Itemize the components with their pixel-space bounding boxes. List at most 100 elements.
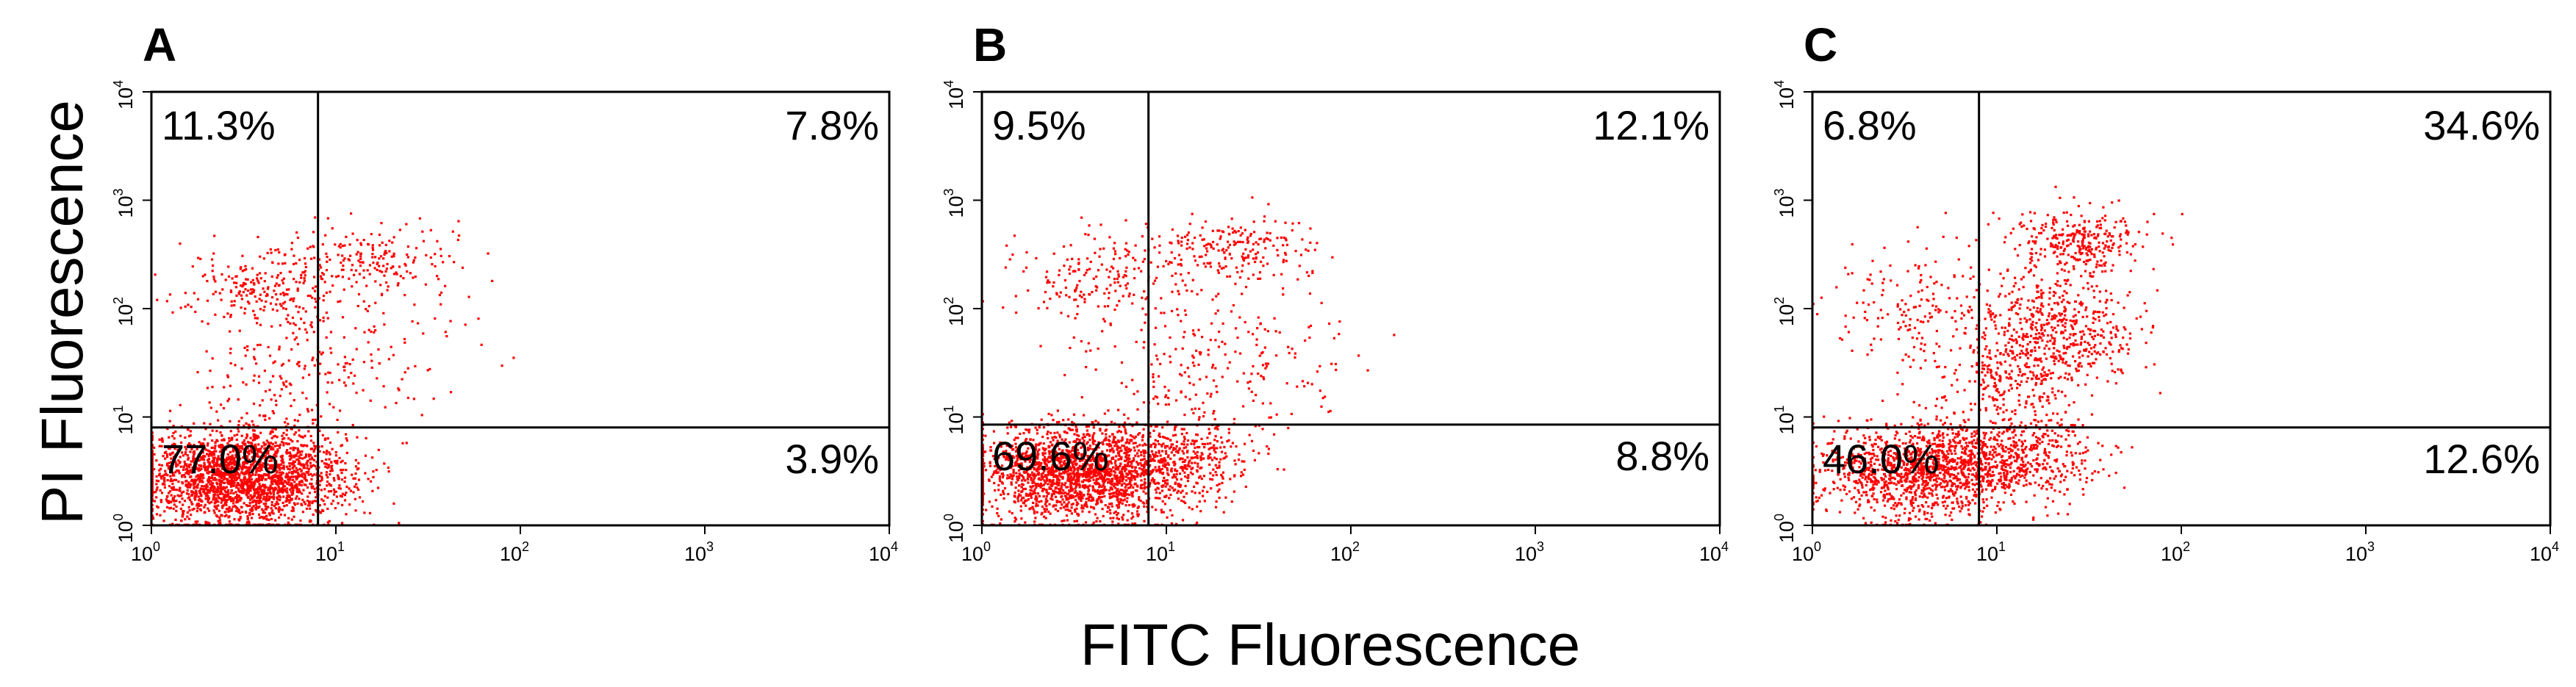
scatter-point <box>201 445 204 447</box>
scatter-point <box>286 293 289 296</box>
scatter-point <box>1034 474 1037 477</box>
scatter-point <box>1024 521 1027 524</box>
scatter-point <box>255 467 258 470</box>
scatter-point <box>298 497 301 500</box>
scatter-point <box>256 461 259 464</box>
scatter-point <box>252 402 256 406</box>
scatter-point <box>1181 457 1184 460</box>
scatter-point <box>1108 439 1111 442</box>
scatter-point <box>216 483 219 486</box>
scatter-point <box>175 462 178 465</box>
scatter-point <box>219 470 222 473</box>
scatter-point <box>298 434 301 437</box>
scatter-point <box>171 311 174 314</box>
scatter-point <box>295 305 298 308</box>
scatter-point <box>169 475 172 478</box>
scatter-point <box>352 491 355 494</box>
scatter-point <box>1022 452 1025 455</box>
scatter-point <box>1077 497 1080 500</box>
scatter-point <box>1152 429 1155 432</box>
scatter-point <box>168 501 171 504</box>
scatter-point <box>231 277 234 280</box>
scatter-point <box>1024 439 1027 442</box>
scatter-point <box>1203 442 1206 446</box>
scatter-point <box>331 227 334 230</box>
scatter-point <box>216 461 219 464</box>
scatter-point <box>208 462 211 465</box>
scatter-point <box>220 403 223 406</box>
scatter-point <box>1150 479 1153 482</box>
scatter-point <box>292 492 295 495</box>
y-tick-label: 101 <box>111 405 137 434</box>
scatter-point <box>278 348 281 350</box>
scatter-point <box>203 458 206 461</box>
scatter-point <box>1034 426 1037 429</box>
scatter-point <box>1087 479 1090 482</box>
scatter-point <box>280 377 283 380</box>
scatter-point <box>325 473 328 476</box>
scatter-point <box>313 487 316 490</box>
scatter-point <box>288 465 291 468</box>
scatter-point <box>169 466 172 469</box>
scatter-point <box>1107 474 1110 477</box>
scatter-point <box>194 520 197 523</box>
scatter-point <box>259 343 262 346</box>
scatter-point <box>1025 450 1028 453</box>
scatter-point <box>1052 473 1055 476</box>
scatter-point <box>1137 455 1140 458</box>
scatter-point <box>290 491 293 494</box>
scatter-point <box>238 290 241 293</box>
scatter-point <box>1186 450 1189 453</box>
scatter-point <box>1033 459 1036 462</box>
scatter-point <box>1052 483 1055 486</box>
scatter-point <box>265 457 268 460</box>
scatter-point <box>171 451 174 454</box>
scatter-point <box>251 278 254 281</box>
scatter-point <box>229 420 232 422</box>
scatter-point <box>1062 419 1065 422</box>
scatter-point <box>1041 453 1044 456</box>
scatter-point <box>294 497 298 500</box>
scatter-point <box>1115 475 1118 478</box>
scatter-point <box>232 497 235 500</box>
scatter-point <box>1036 511 1038 514</box>
scatter-point <box>1016 458 1019 461</box>
scatter-point <box>184 464 187 467</box>
scatter-point <box>230 481 233 484</box>
scatter-point <box>235 498 238 501</box>
scatter-point <box>1165 452 1168 455</box>
scatter-point <box>1126 497 1129 500</box>
scatter-point <box>276 492 279 494</box>
scatter-point <box>204 511 207 514</box>
y-tick-label: 102 <box>111 297 137 326</box>
scatter-point <box>1039 486 1042 489</box>
scatter-point <box>1061 456 1064 459</box>
scatter-point <box>228 473 231 477</box>
scatter-point <box>1067 501 1070 504</box>
scatter-point <box>204 492 207 495</box>
scatter-point <box>1102 492 1105 494</box>
scatter-point <box>1060 485 1063 488</box>
scatter-point <box>265 514 268 517</box>
scatter-point <box>1102 457 1105 460</box>
scatter-point <box>1094 420 1097 422</box>
scatter-point <box>341 478 344 481</box>
scatter-point <box>334 507 337 510</box>
scatter-point <box>1067 492 1070 495</box>
scatter-point <box>1134 475 1137 478</box>
scatter-point <box>1102 483 1105 486</box>
scatter-point <box>189 483 192 486</box>
scatter-point <box>326 496 329 499</box>
scatter-point <box>1013 501 1016 504</box>
scatter-point <box>229 492 232 494</box>
scatter-point <box>1034 457 1037 460</box>
scatter-point <box>369 480 373 483</box>
scatter-point <box>268 417 271 420</box>
scatter-point <box>169 453 172 456</box>
scatter-point <box>1082 463 1085 466</box>
scatter-point <box>275 303 278 306</box>
scatter-point <box>1124 486 1127 489</box>
scatter-point <box>259 447 262 450</box>
scatter-point <box>1169 469 1173 472</box>
scatter-point <box>193 487 195 490</box>
